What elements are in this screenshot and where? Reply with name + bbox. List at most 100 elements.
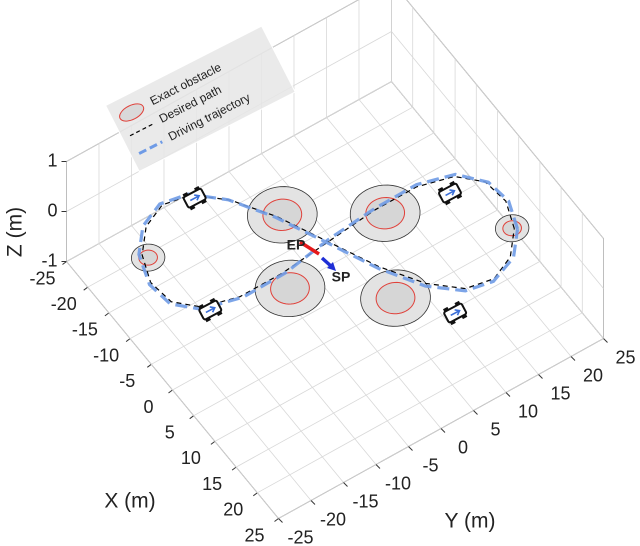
vehicle-wheel (201, 199, 207, 205)
y-tick (375, 464, 381, 469)
y-tick-label: 5 (490, 419, 500, 439)
x-axis-title: X (m) (104, 490, 155, 513)
vehicle-wheel (461, 314, 468, 320)
x-tick (231, 466, 237, 471)
x-tick (189, 415, 194, 420)
y-tick (310, 500, 316, 505)
legend-swatch-obstacle (119, 103, 145, 122)
vehicle-wheel (442, 306, 449, 312)
grid-line (98, 243, 312, 501)
vehicle-wheel (454, 300, 461, 306)
vehicle (442, 300, 468, 326)
y-tick (505, 392, 511, 397)
x-tick-label: 20 (223, 500, 243, 520)
y-tick-label: -20 (320, 509, 346, 529)
x-tick-label: -25 (29, 268, 55, 288)
x-tick-label: 5 (165, 422, 175, 442)
vehicle (182, 185, 207, 211)
legend-box (104, 25, 296, 173)
vehicle-wheel (209, 297, 216, 303)
legend-swatch-path (129, 123, 154, 137)
z-axis-title: Z (m) (4, 207, 27, 257)
x-tick (147, 363, 152, 368)
x-tick-label: -5 (119, 371, 135, 391)
vehicle-arrow (205, 306, 216, 314)
vehicle-wheel (182, 192, 189, 198)
vehicle (198, 297, 223, 323)
z-tick-label: 0 (47, 200, 57, 220)
start-point-head (327, 262, 336, 271)
x-tick-label: 25 (244, 525, 264, 545)
grid-line (66, 81, 392, 262)
vehicle (437, 180, 463, 206)
vehicle-wheel (437, 186, 444, 192)
y-tick-label: 15 (550, 383, 570, 403)
obstacle (375, 281, 416, 315)
y-tick-label: 25 (615, 347, 635, 367)
y-tick (538, 374, 543, 379)
obstacle (365, 197, 406, 230)
y-tick (343, 482, 348, 487)
y-tick-label: -10 (385, 473, 411, 493)
vehicle-wheel (205, 317, 212, 323)
grid-line (391, 81, 604, 339)
z-tick-label: 1 (47, 150, 57, 170)
obstacle (138, 249, 158, 266)
series-line (137, 172, 520, 311)
vehicle-wheel (456, 194, 463, 200)
y-tick-label: -15 (352, 491, 378, 511)
y-tick (440, 428, 446, 433)
vehicle-wheel (189, 205, 196, 211)
obstacle (262, 198, 303, 231)
x-tick (168, 389, 173, 394)
y-tick-label: -25 (287, 527, 313, 546)
x-tick-label: 15 (202, 474, 222, 494)
grid-line (131, 225, 344, 483)
vehicle-wheel (216, 311, 223, 317)
end-point-arrow (299, 240, 320, 256)
legend-swatch-trajectory (138, 140, 163, 155)
x-tick-label: 10 (181, 448, 201, 468)
annotation: SP (332, 269, 351, 285)
x-tick-label: -15 (72, 320, 98, 340)
grid-line (391, 31, 604, 289)
x-tick-label: -20 (51, 294, 77, 314)
y-tick-label: 0 (458, 437, 468, 457)
y-tick (408, 446, 413, 451)
grid-line (293, 135, 507, 393)
vehicle-arrow (445, 189, 456, 197)
x-tick-label: 0 (143, 397, 153, 417)
vehicle-arrow (450, 309, 461, 317)
grid-line (163, 207, 377, 465)
series-line (141, 175, 515, 308)
y-tick-label: 20 (583, 365, 603, 385)
annotation: EP (287, 237, 306, 253)
grid-line (326, 117, 539, 375)
vehicle-wheel (449, 180, 456, 186)
x-tick (210, 440, 216, 445)
x-tick (274, 518, 279, 522)
grid-line (358, 99, 572, 357)
x-tick (125, 338, 131, 343)
grid-line (66, 261, 279, 519)
y-tick-label: -5 (422, 455, 438, 475)
legend: Exact obstacle Desired path Driving traj… (104, 25, 296, 173)
vehicle-wheel (450, 320, 456, 326)
y-tick (570, 356, 576, 361)
vehicle-wheel (444, 200, 451, 206)
grid-line (196, 189, 409, 447)
plot-area (130, 172, 530, 327)
x-tick (83, 286, 88, 291)
y-tick (278, 518, 283, 523)
z-tick-label: -1 (41, 250, 57, 270)
y-axis-title: Y (m) (445, 510, 496, 533)
x-tick-label: -10 (93, 345, 119, 365)
grid-line (406, 0, 604, 239)
vehicle-wheel (198, 304, 204, 309)
y-tick (473, 410, 478, 415)
vehicle-wheel (194, 185, 200, 191)
x-tick (104, 312, 110, 317)
vehicle-arrow (189, 194, 201, 202)
